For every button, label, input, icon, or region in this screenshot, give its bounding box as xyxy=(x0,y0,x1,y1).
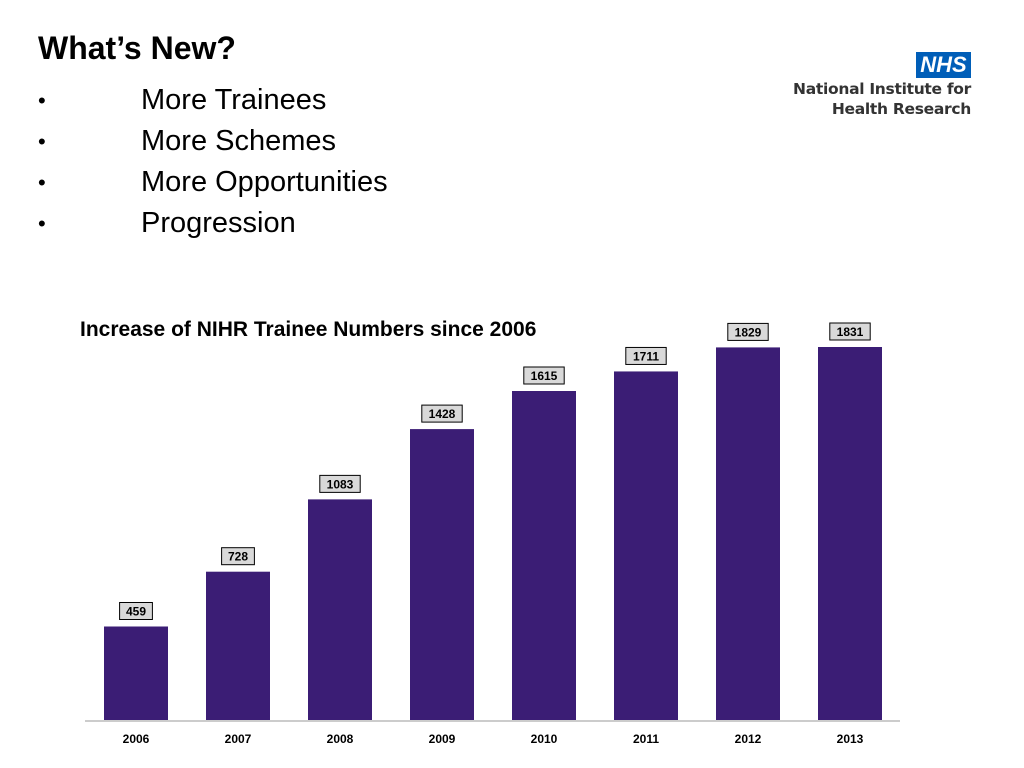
data-label: 1711 xyxy=(633,349,659,363)
data-label-box xyxy=(319,474,361,493)
bar-2008 xyxy=(308,499,372,720)
data-label-box xyxy=(221,547,255,566)
x-tick-label: 2011 xyxy=(633,732,659,746)
bullet-icon: • xyxy=(38,88,46,113)
data-label-box xyxy=(625,346,667,365)
nhs-badge: NHS xyxy=(916,52,971,78)
data-label-box xyxy=(523,366,565,385)
data-label: 1083 xyxy=(327,477,354,491)
data-label: 1829 xyxy=(735,325,762,339)
x-tick-label: 2010 xyxy=(531,732,558,746)
bar-2010 xyxy=(512,391,576,720)
x-tick-label: 2006 xyxy=(123,732,150,746)
x-tick-label: 2012 xyxy=(735,732,762,746)
bar-2006 xyxy=(104,626,168,720)
data-label: 728 xyxy=(228,550,248,564)
data-label: 1831 xyxy=(837,325,864,339)
data-label-box xyxy=(727,322,769,341)
x-tick-label: 2009 xyxy=(429,732,456,746)
bar-2007 xyxy=(206,571,270,720)
logo-text-line2: Health Research xyxy=(831,100,971,118)
data-label-box xyxy=(421,404,463,423)
bullet-text: More Opportunities xyxy=(141,166,388,198)
logo-text-line1: National Institute for xyxy=(793,80,971,98)
data-label-box xyxy=(829,322,871,341)
chart-title: Increase of NIHR Trainee Numbers since 2… xyxy=(80,318,536,341)
data-labels-group: 459 728 1083 1428 1615 1711 1829 1831 xyxy=(119,322,871,620)
x-tick-label: 2013 xyxy=(837,732,864,746)
bullet-icon: • xyxy=(38,170,46,195)
bullet-icon: • xyxy=(38,211,46,236)
data-label: 1428 xyxy=(429,407,456,421)
x-tick-label: 2007 xyxy=(225,732,252,746)
data-label: 459 xyxy=(126,604,146,618)
data-label: 1615 xyxy=(531,369,558,383)
x-tick-labels-group: 2006 2007 2008 2009 2010 2011 2012 2013 xyxy=(123,732,864,746)
bar-2009 xyxy=(410,429,474,720)
slide-title: What’s New? xyxy=(38,30,236,66)
x-tick-label: 2008 xyxy=(327,732,354,746)
bar-2013 xyxy=(818,347,882,720)
bullet-text: More Trainees xyxy=(141,84,327,116)
bullet-text: Progression xyxy=(141,207,296,239)
bars-group xyxy=(104,347,882,720)
data-label-box xyxy=(119,601,153,620)
bullet-text: More Schemes xyxy=(141,125,337,157)
bar-2012 xyxy=(716,347,780,720)
bar-2011 xyxy=(614,371,678,720)
bullet-icon: • xyxy=(38,129,46,154)
nihr-logo: NHS National Institute for Health Resear… xyxy=(780,52,980,122)
